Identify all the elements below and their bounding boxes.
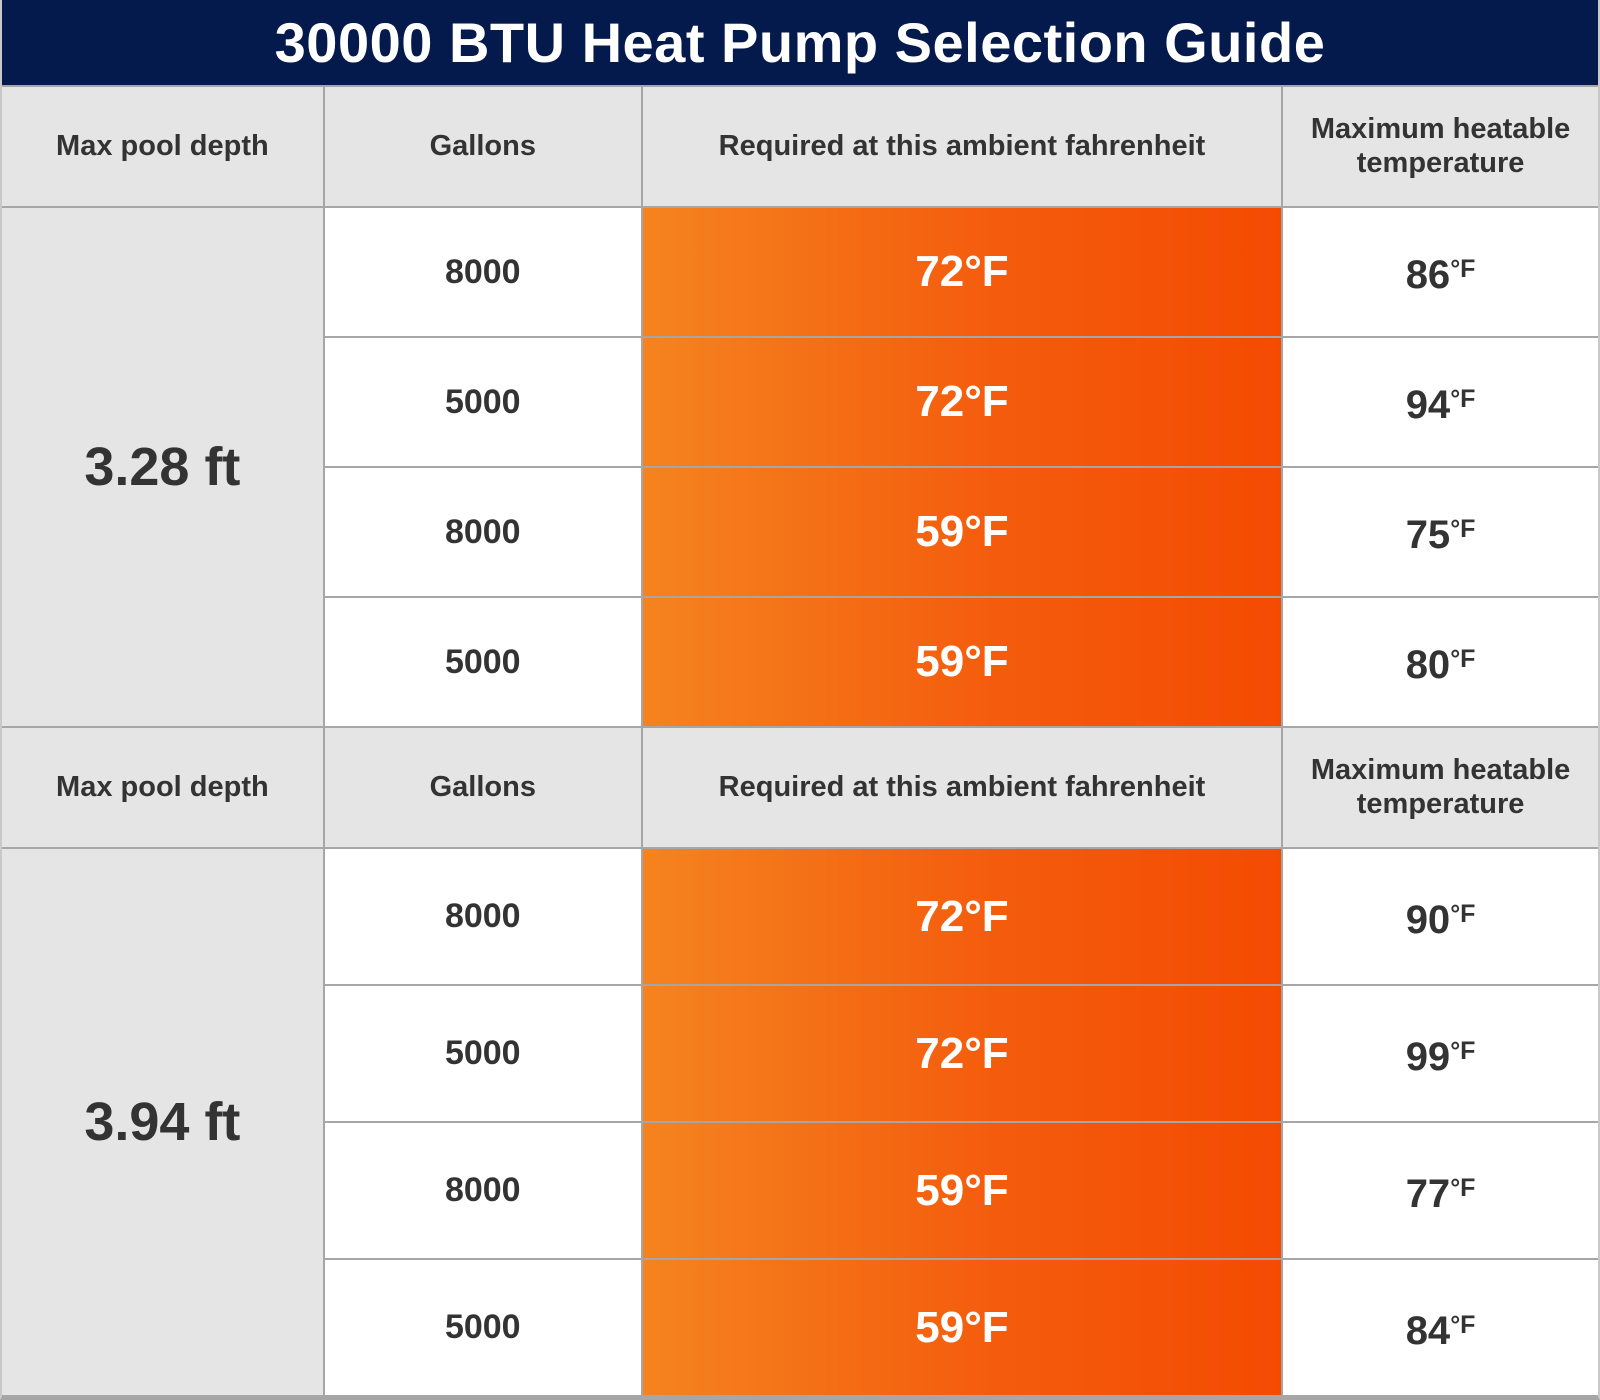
depth-value: 3.94 ft <box>2 849 323 1395</box>
temp-unit: °F <box>1450 899 1476 928</box>
title-bar: 30000 BTU Heat Pump Selection Guide <box>2 0 1598 85</box>
column-header-gallons: Gallons <box>324 728 641 847</box>
column-header-max-heatable: Maximum heatable temperature <box>1283 87 1598 206</box>
gallons-value: 5000 <box>324 338 641 466</box>
column-header-ambient: Required at this ambient fahrenheit <box>642 87 1282 206</box>
max-heatable-temp: 84 °F <box>1283 1260 1598 1395</box>
temp-unit: °F <box>1450 1036 1476 1065</box>
temp-unit: °F <box>1450 515 1476 543</box>
temp-unit: °F <box>1450 385 1476 413</box>
ambient-temp-value: 72°F <box>642 208 1282 336</box>
gallons-value: 8000 <box>324 1123 641 1258</box>
column-header-max-pool-depth: Max pool depth <box>2 87 323 206</box>
temp-value: 86 <box>1405 253 1451 297</box>
table-section-3-28ft: Max pool depth Gallons Required at this … <box>2 87 1598 726</box>
temp-unit: °F <box>1450 1310 1476 1339</box>
gallons-value: 8000 <box>324 208 641 336</box>
ambient-temp-value: 59°F <box>642 468 1282 596</box>
column-header-gallons: Gallons <box>324 87 641 206</box>
ambient-temp-value: 59°F <box>642 598 1282 726</box>
max-heatable-temp: 80 °F <box>1283 598 1598 726</box>
max-heatable-temp: 77 °F <box>1283 1123 1598 1258</box>
temp-pair: 86 °F <box>1406 249 1476 295</box>
temp-pair: 90 °F <box>1406 894 1476 940</box>
temp-value: 75 <box>1405 513 1451 557</box>
column-header-max-heatable: Maximum heatable temperature <box>1283 728 1598 847</box>
column-header-max-pool-depth: Max pool depth <box>2 728 323 847</box>
ambient-temp-value: 72°F <box>642 849 1282 984</box>
temp-value: 80 <box>1405 643 1451 687</box>
ambient-temp-value: 72°F <box>642 338 1282 466</box>
gallons-value: 8000 <box>324 468 641 596</box>
max-heatable-temp: 90 °F <box>1283 849 1598 984</box>
max-heatable-temp: 94 °F <box>1283 338 1598 466</box>
gallons-value: 5000 <box>324 1260 641 1395</box>
temp-value: 84 <box>1405 1308 1451 1353</box>
temp-pair: 94 °F <box>1406 379 1476 425</box>
gallons-value: 8000 <box>324 849 641 984</box>
temp-unit: °F <box>1450 255 1476 283</box>
column-header-ambient: Required at this ambient fahrenheit <box>642 728 1282 847</box>
temp-value: 77 <box>1405 1171 1451 1216</box>
temp-pair: 77 °F <box>1406 1168 1476 1214</box>
temp-pair: 80 °F <box>1406 639 1476 685</box>
max-heatable-temp: 86 °F <box>1283 208 1598 336</box>
temp-pair: 75 °F <box>1406 509 1476 555</box>
temp-value: 94 <box>1405 383 1451 427</box>
temp-unit: °F <box>1450 645 1476 673</box>
temp-pair: 99 °F <box>1406 1031 1476 1077</box>
max-heatable-temp: 99 °F <box>1283 986 1598 1121</box>
temp-value: 99 <box>1405 1034 1451 1079</box>
max-heatable-temp: 75 °F <box>1283 468 1598 596</box>
depth-value: 3.28 ft <box>2 208 323 726</box>
temp-value: 90 <box>1405 897 1451 942</box>
ambient-temp-value: 59°F <box>642 1123 1282 1258</box>
temp-pair: 84 °F <box>1406 1305 1476 1351</box>
ambient-temp-value: 59°F <box>642 1260 1282 1395</box>
page-title: 30000 BTU Heat Pump Selection Guide <box>274 11 1326 74</box>
ambient-temp-value: 72°F <box>642 986 1282 1121</box>
gallons-value: 5000 <box>324 986 641 1121</box>
gallons-value: 5000 <box>324 598 641 726</box>
temp-unit: °F <box>1450 1173 1476 1202</box>
table-section-3-94ft: Max pool depth Gallons Required at this … <box>2 728 1598 1397</box>
